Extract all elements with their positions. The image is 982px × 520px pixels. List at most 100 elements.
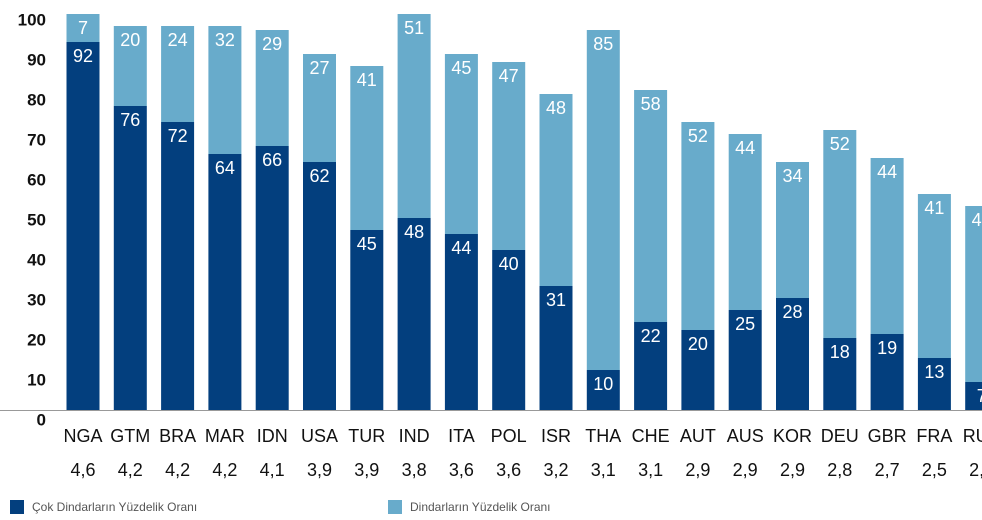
y-tick-label: 0 [37,410,46,429]
score-label: 3,9 [307,460,332,480]
data-label: 47 [499,66,519,86]
bar-segment [776,162,809,298]
data-label: 31 [546,290,566,310]
x-tick-label: NGA [63,426,102,446]
bar-segment [539,94,573,286]
score-label: 2,9 [685,460,710,480]
score-label: 3,6 [449,460,474,480]
x-tick-label: POL [491,426,527,446]
data-label: 40 [499,254,519,274]
bar-segment [444,54,478,234]
legend-swatch [10,500,24,514]
data-label: 34 [782,166,802,186]
bar-segment [303,54,336,162]
bar-segment [255,30,289,146]
bar-segment [492,62,526,250]
data-label: 85 [593,34,613,54]
bar-segment [728,310,762,410]
data-label: 7 [977,386,982,406]
y-tick-label: 80 [27,90,46,109]
x-tick-label: TUR [348,426,385,446]
x-tick-label: AUT [680,426,716,446]
bar-segment [823,338,857,410]
y-tick-label: 90 [27,50,46,69]
x-tick-label: KOR [773,426,812,446]
score-label: 4,6 [70,460,95,480]
bar-segment [208,26,242,154]
data-label: 58 [641,94,661,114]
bar-segment [255,146,289,410]
bar-segment [397,14,431,218]
score-label: 3,6 [496,460,521,480]
score-label: 2,4 [969,460,982,480]
data-label: 28 [782,302,802,322]
bar-segment [113,106,147,410]
legend-swatch [388,500,402,514]
x-tick-label: ISR [541,426,571,446]
x-tick-label: IND [399,426,430,446]
bar-segment [681,330,715,410]
data-label: 64 [215,158,235,178]
bar-segment [634,90,668,322]
data-label: 13 [924,362,944,382]
bar-segment [681,122,715,330]
y-tick-label: 40 [27,250,46,269]
data-label: 18 [830,342,850,362]
bar-segment [870,334,904,410]
score-label: 3,1 [638,460,663,480]
score-label: 2,8 [827,460,852,480]
bar-segment [208,154,242,410]
x-tick-label: AUS [727,426,764,446]
score-label: 4,2 [118,460,143,480]
x-tick-label: CHE [632,426,670,446]
score-label: 4,1 [260,460,285,480]
score-label: 2,9 [780,460,805,480]
y-tick-label: 60 [27,170,46,189]
x-tick-label: GTM [110,426,150,446]
x-tick-label: RUS [963,426,982,446]
bar-segment [303,162,336,410]
data-label: 29 [262,34,282,54]
bar-segment [776,298,809,410]
score-label: 4,2 [165,460,190,480]
data-label: 10 [593,374,613,394]
bar-segment [161,26,195,122]
legend-label: Dindarların Yüzdelik Oranı [410,500,551,514]
score-label: 3,2 [543,460,568,480]
x-tick-label: ITA [448,426,475,446]
bar-segment [444,234,478,410]
bar-segment [917,194,951,358]
score-label: 2,7 [875,460,900,480]
legend-label: Çok Dindarların Yüzdelik Oranı [32,500,197,514]
data-label: 45 [357,234,377,254]
bar-segment [823,130,857,338]
score-label: 3,9 [354,460,379,480]
data-label: 41 [924,198,944,218]
data-label: 22 [641,326,661,346]
bar-segment [539,286,573,410]
bar-segment [870,158,904,334]
score-label: 4,2 [212,460,237,480]
data-label: 76 [120,110,140,130]
data-label: 45 [451,58,471,78]
bar-segment [586,30,620,370]
data-label: 48 [546,98,566,118]
x-tick-label: THA [585,426,621,446]
data-label: 92 [73,46,93,66]
data-label: 20 [120,30,140,50]
bar-segment [728,134,762,310]
data-label: 25 [735,314,755,334]
y-tick-label: 100 [18,10,46,29]
y-tick-label: 50 [27,210,46,229]
x-tick-label: MAR [205,426,245,446]
bar-segment [113,26,147,106]
y-tick-label: 10 [27,370,46,389]
bar-segment [917,358,951,410]
data-label: 7 [78,18,88,38]
x-tick-label: DEU [821,426,859,446]
x-tick-label: GBR [868,426,907,446]
y-tick-label: 30 [27,290,46,309]
score-label: 2,5 [922,460,947,480]
bar-segment [66,42,100,410]
y-tick-label: 20 [27,330,46,349]
